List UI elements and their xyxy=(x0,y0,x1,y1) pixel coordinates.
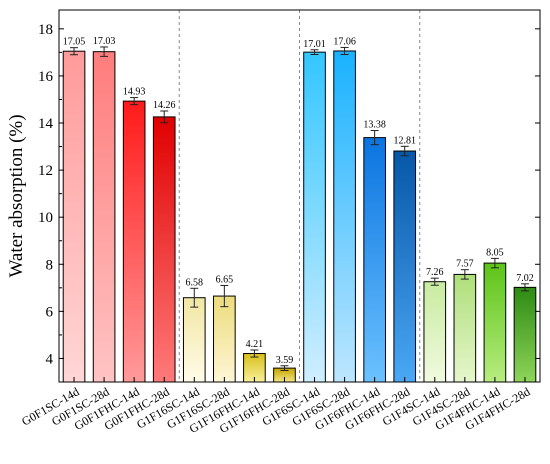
bar xyxy=(182,297,206,383)
error-bar xyxy=(100,46,109,57)
value-label: 6.58 xyxy=(186,277,204,288)
error-bar xyxy=(340,46,349,55)
value-label: 12.81 xyxy=(393,135,416,146)
error-bar xyxy=(250,349,259,358)
error-bar xyxy=(70,47,79,56)
bar xyxy=(303,51,326,383)
y-tick-label: 14 xyxy=(38,116,54,132)
value-label: 17.06 xyxy=(333,36,356,47)
value-label: 13.38 xyxy=(363,120,386,131)
error-bar xyxy=(400,145,409,157)
bar xyxy=(213,295,236,383)
y-axis-title: Water absorption (%) xyxy=(6,114,27,277)
error-bar xyxy=(280,365,289,371)
value-label: 17.05 xyxy=(63,37,86,48)
bar xyxy=(152,116,176,383)
error-bar xyxy=(520,283,529,292)
value-label: 14.93 xyxy=(123,87,146,98)
value-label: 17.03 xyxy=(93,36,116,47)
error-bar xyxy=(190,287,199,308)
bar xyxy=(122,100,146,383)
value-label: 6.65 xyxy=(216,274,234,285)
value-label: 14.26 xyxy=(153,100,176,111)
value-label: 7.02 xyxy=(516,273,534,284)
y-tick-label: 12 xyxy=(38,163,53,179)
error-bar xyxy=(370,130,379,146)
bar xyxy=(62,50,86,383)
bar xyxy=(393,150,417,383)
value-label: 4.21 xyxy=(246,339,264,350)
y-tick-label: 16 xyxy=(38,69,54,85)
bar xyxy=(423,281,447,383)
x-axis: G0F1SC-14dG0F1SC-28dG0F1FHC-14dG0F1FHC-2… xyxy=(19,377,532,436)
y-axis: 4 6 8 10 12 14 16 18 xyxy=(38,22,540,367)
bars xyxy=(62,50,537,383)
error-bar xyxy=(430,277,439,286)
error-bar xyxy=(130,97,139,106)
bar xyxy=(513,286,537,383)
y-tick-label: 8 xyxy=(46,257,54,273)
value-label: 17.01 xyxy=(303,39,326,50)
bar xyxy=(363,137,386,383)
value-label: 7.26 xyxy=(426,267,444,278)
error-bar xyxy=(310,49,319,55)
plot-frame xyxy=(58,9,541,383)
y-tick-label: 6 xyxy=(46,304,54,320)
value-labels: 17.05 17.03 14.93 14.26 6.58 6.65 4.21 3.59 17.0… xyxy=(63,36,534,366)
bar xyxy=(453,273,477,383)
error-bar xyxy=(460,269,469,280)
value-label: 3.59 xyxy=(276,355,294,366)
y-tick-label: 18 xyxy=(38,22,53,38)
value-label: 7.57 xyxy=(456,259,474,270)
error-bar xyxy=(220,284,229,308)
error-bar xyxy=(490,257,499,269)
bar xyxy=(333,50,356,383)
bar xyxy=(483,262,507,383)
group-separators xyxy=(178,10,421,382)
y-tick-label: 10 xyxy=(38,210,53,226)
value-label: 8.05 xyxy=(486,247,504,258)
bar xyxy=(92,51,116,383)
error-bars xyxy=(70,46,529,371)
y-tick-label: 4 xyxy=(46,351,54,367)
error-bar xyxy=(160,110,169,124)
